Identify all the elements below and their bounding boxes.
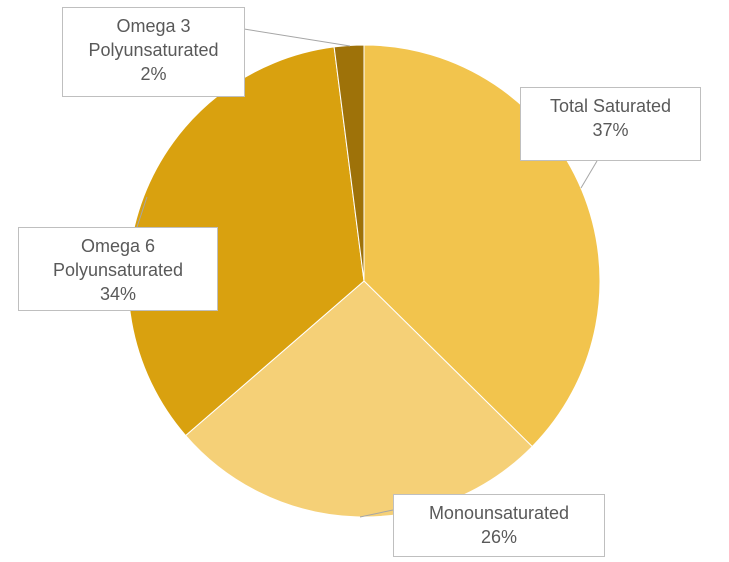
leader-line	[580, 160, 598, 189]
category-name: Omega 3 Polyunsaturated	[88, 16, 219, 60]
category-name: Omega 6 Polyunsaturated	[52, 236, 184, 280]
leader-line	[136, 196, 148, 228]
value-label: 34%	[99, 284, 137, 304]
pie-slice	[127, 46, 365, 437]
pie-slice	[184, 280, 533, 518]
data-label: Omega 6 Polyunsaturated 34%	[18, 227, 218, 311]
value-label: 26%	[480, 527, 518, 547]
data-label: Monounsaturated 26%	[393, 494, 605, 557]
value-label: 37%	[592, 120, 629, 140]
value-label: 2%	[140, 64, 167, 84]
category-name: Total Saturated	[549, 96, 672, 116]
leader-line	[243, 28, 351, 47]
data-label: Omega 3 Polyunsaturated 2%	[62, 7, 245, 97]
category-name: Monounsaturated	[428, 503, 570, 523]
data-label: Total Saturated 37%	[520, 87, 701, 161]
leader-line	[359, 509, 394, 518]
